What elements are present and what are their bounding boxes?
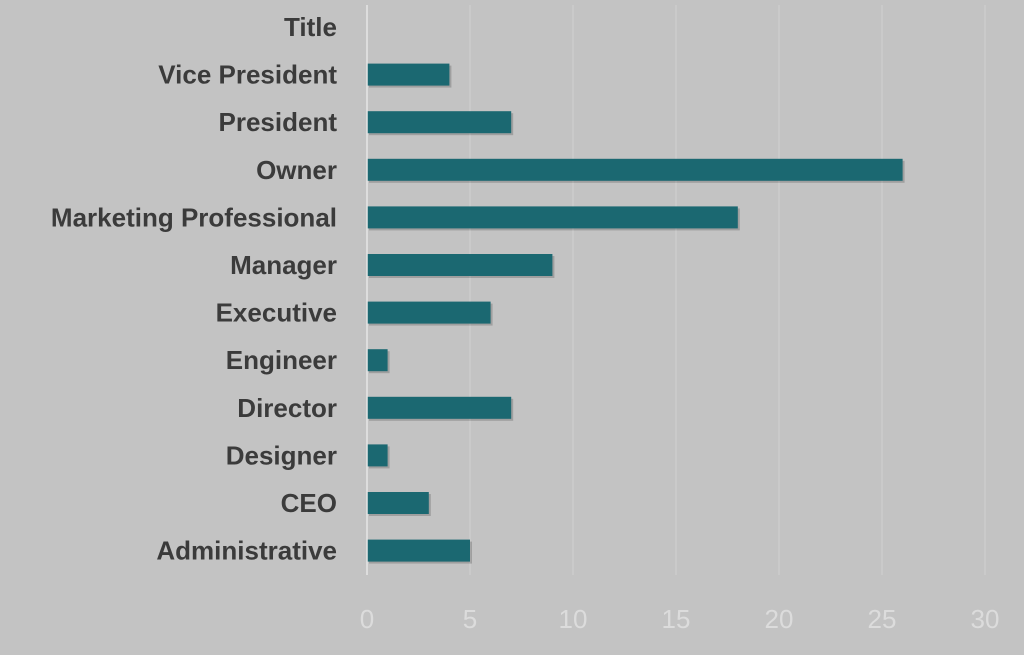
category-label: Director — [237, 393, 337, 423]
bar — [367, 206, 738, 229]
category-label: Manager — [230, 250, 337, 280]
x-tick-label: 10 — [559, 604, 588, 634]
category-label: Vice President — [158, 60, 337, 90]
gridlines — [469, 5, 986, 575]
category-label: Owner — [256, 155, 337, 185]
x-tick-labels: 0 5 10 15 20 25 30 — [360, 604, 1000, 634]
bar — [367, 111, 512, 134]
bar — [367, 63, 450, 86]
category-label: CEO — [281, 488, 337, 518]
bars — [367, 63, 905, 564]
x-tick-label: 5 — [463, 604, 477, 634]
x-tick-label: 20 — [765, 604, 794, 634]
x-tick-label: 15 — [662, 604, 691, 634]
bar — [367, 444, 388, 467]
bar — [367, 254, 553, 276]
category-label: Executive — [216, 298, 337, 328]
category-label: Designer — [226, 440, 337, 470]
category-label: Engineer — [226, 345, 337, 375]
bar — [367, 349, 388, 372]
x-tick-label: 0 — [360, 604, 374, 634]
category-label: Title — [284, 12, 337, 42]
x-tick-label: 30 — [971, 604, 1000, 634]
bar — [367, 301, 491, 324]
category-labels: Title Vice President President Owner Marketi… — [51, 12, 337, 566]
bar — [367, 158, 903, 181]
category-label: Marketing Professional — [51, 202, 337, 232]
category-label: Administrative — [156, 536, 337, 566]
category-label: President — [219, 107, 338, 137]
bar — [367, 492, 429, 514]
bar — [367, 396, 512, 419]
x-tick-label: 25 — [868, 604, 897, 634]
bar — [367, 539, 470, 562]
